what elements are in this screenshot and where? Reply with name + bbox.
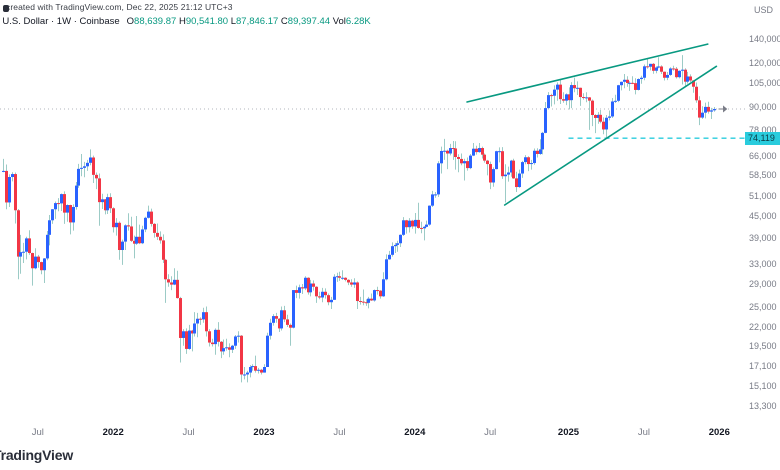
time-axis-label-jul: Jul [637,427,650,438]
low-label: L [230,16,237,27]
price-axis[interactable]: USD 140,000 120,000 105,000 90,000 78,000 66,… [745,0,780,470]
price-axis-label: 78,000 [749,124,777,135]
price-axis-label: 22,000 [749,322,777,333]
trendline-lower[interactable] [503,65,718,206]
high-value: 90,541.80 [185,16,229,27]
price-axis-label: 29,000 [749,279,777,290]
volume-label: Vol [332,16,346,27]
price-axis-label: 105,000 [749,78,780,89]
price-axis-label: 58,500 [749,169,777,180]
symbol-legend-row[interactable]: Bitcoin / U.S. Dollar · 1W · Coinbase O88… [0,16,371,27]
clipped-logo-glyph [3,5,9,12]
price-axis-label: 19,500 [749,341,777,351]
candle-wicks [3,55,715,383]
time-axis-label-2024: 2024 [404,427,426,438]
time-axis-label-2025: 2025 [557,427,580,438]
price-axis-label: 120,000 [749,57,780,68]
time-axis-label-2026: 2026 [708,427,730,438]
time-axis-label-jul: Jul [31,427,44,438]
close-label: C [280,16,288,27]
price-axis-label: 13,300 [749,400,777,411]
price-axis-label: 51,000 [749,191,777,202]
price-axis-label: 90,000 [749,102,777,113]
currency-unit-label: USD [754,5,774,15]
price-axis-label: 17,100 [749,361,777,372]
time-axis-label-jul: Jul [484,427,497,438]
price-axis-label: 15,100 [749,380,777,391]
price-axis-label: 25,000 [749,302,777,313]
open-value: 88,639.87 [134,16,177,27]
price-axis-label: 140,000 [749,33,780,44]
tradingview-logo[interactable]: TradingView [0,447,74,463]
alert-price-label[interactable]: 74,119 [745,131,780,145]
low-value: 87,846.17 [236,16,279,27]
price-axis-label: 45,000 [749,210,777,221]
time-axis-label-2022: 2022 [102,427,124,438]
open-label: O [126,16,135,27]
time-axis[interactable]: Jul 2022 Jul 2023 Jul 2024 Jul 2025 Jul 2026 [0,421,780,445]
time-axis-label-2023: 2023 [253,427,275,438]
symbol-title: Bitcoin / U.S. Dollar · 1W · Coinbase [0,16,120,27]
volume-value: 6.28K [345,16,371,27]
high-label: H [178,16,186,27]
close-value: 89,397.44 [287,16,331,27]
price-axis-label: 33,000 [749,258,777,269]
last-price-marker [718,105,728,113]
time-axis-label-jul: Jul [182,427,195,438]
time-axis-label-jul: Jul [333,427,346,438]
candle-bodies [2,63,716,376]
attribution-text: created with TradingView.com, Dec 22, 20… [3,2,233,12]
price-axis-label: 39,000 [749,232,777,243]
ohlc-values: O88,639.87 H90,541.80 L87,846.17 C89,397… [127,16,371,27]
trendline-upper[interactable] [466,43,709,103]
price-axis-label: 66,000 [749,150,777,161]
